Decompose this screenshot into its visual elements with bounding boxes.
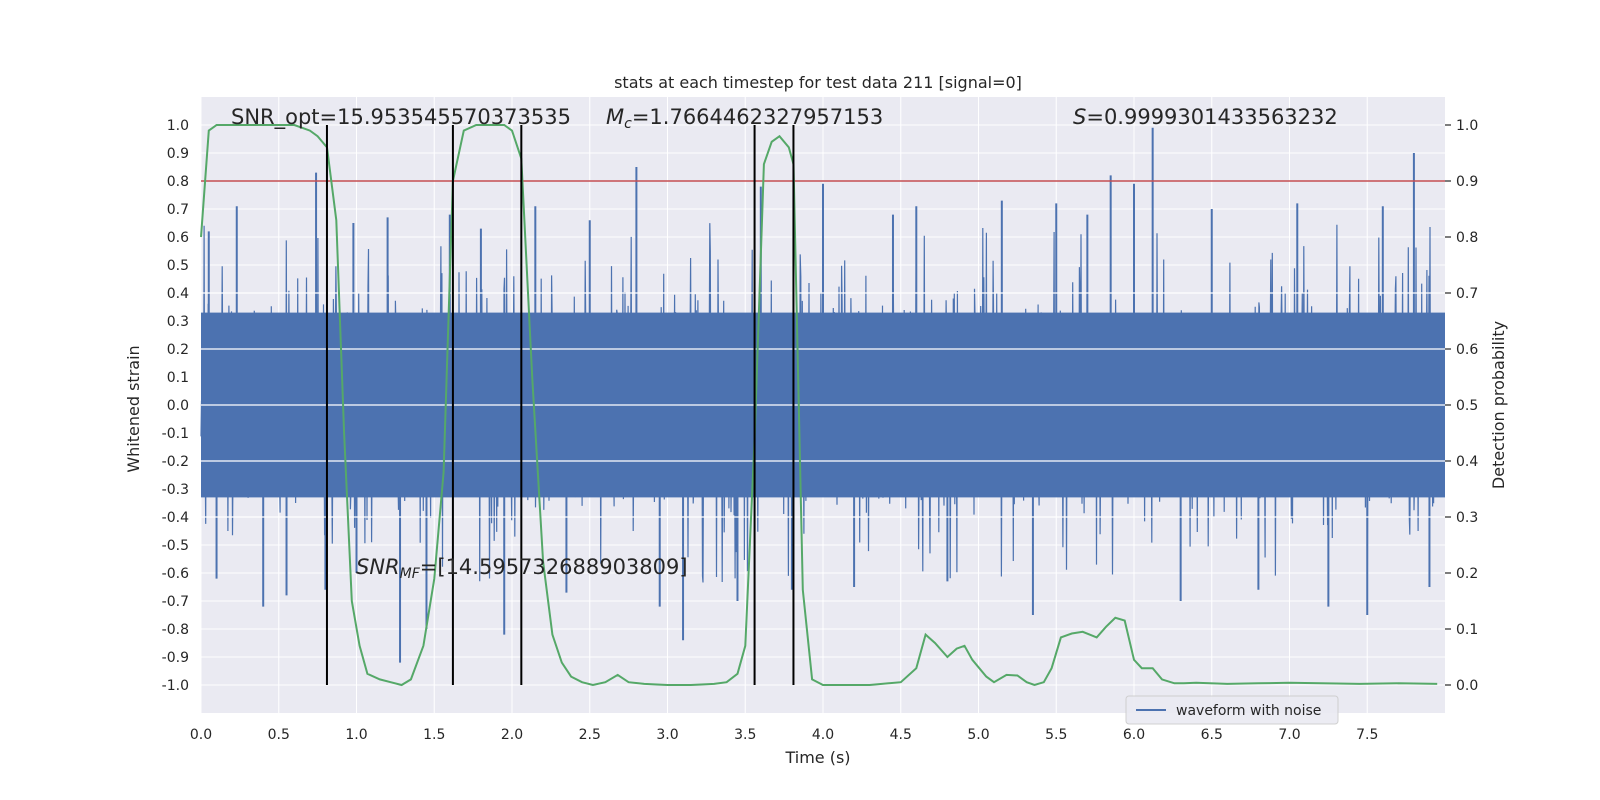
legend: waveform with noise <box>1125 695 1339 725</box>
vertical-markers <box>325 125 795 685</box>
y-tick-label: -0.5 <box>162 538 189 554</box>
y-tick-label: 0.4 <box>167 286 189 302</box>
y-axis-label: Whitened strain <box>124 345 143 472</box>
annotation-snr-mf: SNRMF=[14.595732688903809] <box>356 555 688 582</box>
y-tick-label: 0.5 <box>167 258 189 274</box>
x-tick-label: 5.0 <box>967 727 989 743</box>
y-tick-label: -0.7 <box>162 594 189 610</box>
y-tick-label: 0.2 <box>167 342 189 358</box>
y-tick-label: 0.7 <box>167 202 189 218</box>
y-tick-label: 0.6 <box>167 230 189 246</box>
y-tick-label: 0.0 <box>167 398 189 414</box>
annotation-mc-sub: c <box>624 116 632 132</box>
y-tick-label: -0.1 <box>162 426 189 442</box>
y-ticks: 1.0 0.9 0.8 0.7 0.6 0.5 0.4 0.3 0.2 0.1 0.0 -0.1 -0.… <box>162 118 189 694</box>
y-tick-label: -0.2 <box>162 454 189 470</box>
x-tick-label: 6.5 <box>1201 727 1223 743</box>
y-axis-label-right: Detection probability <box>1489 321 1508 489</box>
x-tick-label: 0.5 <box>268 727 290 743</box>
x-ticks: 0.0 0.5 1.0 1.5 2.0 2.5 3.0 3.5 4.0 4.5 5.0 5.5 6.0 6… <box>190 727 1379 743</box>
y-tick-label-right: 0.3 <box>1456 510 1478 526</box>
y-tick-label: 0.1 <box>167 370 189 386</box>
y-tick-label: -0.4 <box>162 510 189 526</box>
annotation-mc-value: =1.7664462327957153 <box>632 105 883 129</box>
y-tick-label-right: 0.9 <box>1456 174 1478 190</box>
annotation-snr-opt: SNR_opt=15.953545570373535 <box>231 105 571 130</box>
annotation-snr-mf-value: =[14.595732688903809] <box>420 555 688 579</box>
y-tick-label-right: 0.2 <box>1456 566 1478 582</box>
x-tick-label: 6.0 <box>1123 727 1145 743</box>
annotation-s-symbol: S <box>1073 105 1086 129</box>
y-ticks-right: 1.0 0.9 0.8 0.7 0.6 0.5 0.4 0.3 0.2 0.1 0.0 <box>1445 118 1478 694</box>
y-tick-label: -0.3 <box>162 482 189 498</box>
y-tick-label: -1.0 <box>162 678 189 694</box>
chart-title: stats at each timestep for test data 211… <box>614 73 1022 92</box>
annotation-s: S=0.9999301433563232 <box>1073 105 1338 129</box>
annotation-mc-symbol: M <box>606 105 624 129</box>
y-tick-label-right: 0.0 <box>1456 678 1478 694</box>
y-tick-label-right: 0.8 <box>1456 230 1478 246</box>
y-tick-label: -0.9 <box>162 650 189 666</box>
annotation-s-value: =0.9999301433563232 <box>1086 105 1337 129</box>
x-tick-label: 7.5 <box>1356 727 1378 743</box>
y-tick-label-right: 0.5 <box>1456 398 1478 414</box>
y-tick-label-right: 0.1 <box>1456 622 1478 638</box>
x-tick-label: 3.0 <box>656 727 678 743</box>
x-tick-label: 5.5 <box>1045 727 1067 743</box>
annotation-mc: Mc=1.7664462327957153 <box>606 105 883 132</box>
y-tick-label: 0.8 <box>167 174 189 190</box>
y-tick-label: 1.0 <box>167 118 189 134</box>
x-tick-label: 4.0 <box>812 727 834 743</box>
y-tick-label-right: 0.4 <box>1456 454 1478 470</box>
y-tick-label: 0.9 <box>167 146 189 162</box>
annotation-snr-mf-sub: MF <box>400 566 421 582</box>
x-tick-label: 2.0 <box>501 727 523 743</box>
x-tick-label: 1.5 <box>423 727 445 743</box>
y-tick-label: -0.8 <box>162 622 189 638</box>
x-tick-label: 7.0 <box>1278 727 1300 743</box>
legend-entry: waveform with noise <box>1176 703 1321 719</box>
y-tick-label-right: 1.0 <box>1456 118 1478 134</box>
x-tick-label: 0.0 <box>190 727 212 743</box>
legend-box <box>1125 695 1339 725</box>
annotation-snr-mf-symbol: SNR <box>356 555 400 579</box>
x-tick-label: 2.5 <box>579 727 601 743</box>
x-tick-label: 1.0 <box>345 727 367 743</box>
y-tick-label: 0.3 <box>167 314 189 330</box>
waveform-series <box>200 127 1445 663</box>
y-tick-label-right: 0.7 <box>1456 286 1478 302</box>
y-tick-label: -0.6 <box>162 566 189 582</box>
x-axis-label: Time (s) <box>784 748 850 767</box>
y-tick-label-right: 0.6 <box>1456 342 1478 358</box>
x-tick-label: 3.5 <box>734 727 756 743</box>
x-tick-label: 4.5 <box>890 727 912 743</box>
